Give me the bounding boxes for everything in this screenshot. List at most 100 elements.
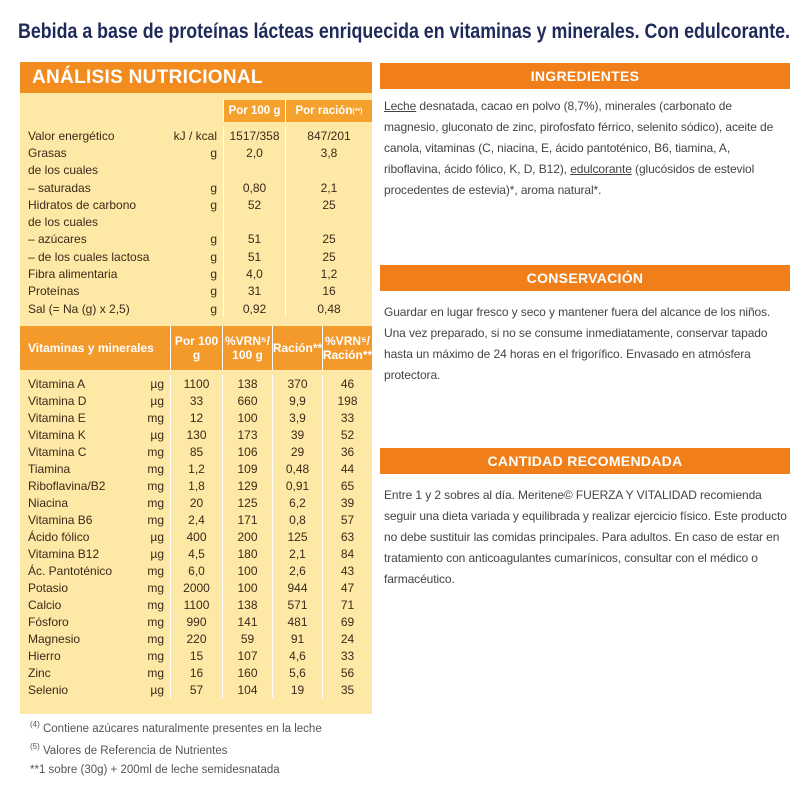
nutrition-row: de los cuales <box>20 161 372 179</box>
vitamin-value: 100 <box>222 409 272 426</box>
vitamin-unit: mg <box>147 461 164 476</box>
nutrient-value: 2,0 <box>223 144 285 162</box>
vitamin-unit: mg <box>147 495 164 510</box>
footnote-text: Contiene azúcares naturalmente presentes… <box>42 722 322 735</box>
vitamin-value: 24 <box>322 630 372 647</box>
vitamin-value: 39 <box>322 494 372 511</box>
vitamin-value: 3,9 <box>272 409 322 426</box>
vitamin-value: 106 <box>222 443 272 460</box>
vitamin-label: Vitamina K <box>28 427 86 442</box>
vitamin-value: 100 <box>222 562 272 579</box>
nutrient-value: 2,1 <box>285 178 372 197</box>
text-part: desnatada, cacao en polvo (8,7%), minera… <box>384 99 774 176</box>
text-part: (glucósidos de esteviol procedentes de e… <box>384 162 755 197</box>
nutrition-row: Grasas g 2,0 3,8 <box>20 144 372 162</box>
vitamin-row: Magnesio mg 220 59 91 24 <box>20 630 372 647</box>
vitamin-value: 44 <box>322 460 372 477</box>
vitamin-unit: µg <box>150 682 164 697</box>
cell-blank <box>285 213 372 231</box>
nutrition-row: Proteínas g 31 16 <box>20 282 372 300</box>
vitamin-value: 84 <box>322 545 372 562</box>
nutrient-label: de los cuales <box>28 215 99 230</box>
vitamin-value: 0,91 <box>272 477 322 494</box>
vitamin-unit: µg <box>150 376 164 391</box>
nutrient-label: Grasas <box>28 145 67 160</box>
text-part: edulcorante <box>570 162 632 176</box>
vitamin-row: Fósforo mg 990 141 481 69 <box>20 613 372 630</box>
vitamin-value: 220 <box>170 630 222 647</box>
vitamin-row: Niacina mg 20 125 6,2 39 <box>20 494 372 511</box>
vitamin-value: 571 <box>272 596 322 613</box>
vitamin-unit: mg <box>147 631 164 646</box>
nutrient-unit: kJ / kcal <box>173 128 217 143</box>
vitamin-row: Vitamina E mg 12 100 3,9 33 <box>20 409 372 426</box>
vitamin-value: 12 <box>170 409 222 426</box>
conservation-text: Guardar en lugar fresco y seco y mantene… <box>384 305 771 382</box>
footnote: (4) Contiene azúcares naturalmente prese… <box>30 720 322 735</box>
vitamin-value: 100 <box>222 579 272 596</box>
vitamin-unit: mg <box>147 563 164 578</box>
vitamin-value: 35 <box>322 681 372 698</box>
vitamin-value: 1,8 <box>170 477 222 494</box>
vitamin-value: 104 <box>222 681 272 698</box>
nutrition-row: Valor energético kJ / kcal 1517/358 847/201 <box>20 127 372 145</box>
vitamin-row: Vitamina B6 mg 2,4 171 0,8 57 <box>20 511 372 528</box>
nutrition-row: Hidratos de carbono g 52 25 <box>20 196 372 214</box>
vitamin-value: 47 <box>322 579 372 596</box>
nutrient-label: – azúcares <box>28 232 87 247</box>
nutrient-value: 1517/358 <box>223 127 285 145</box>
vitamin-value: 19 <box>272 681 322 698</box>
vitamin-label: Vitamina B12 <box>28 546 100 561</box>
vitamin-label: Hierro <box>28 648 61 663</box>
vitamin-value: 85 <box>170 443 222 460</box>
nutrition-header: Por 100 g Por ración (**) <box>20 100 372 122</box>
vitamin-value: 180 <box>222 545 272 562</box>
vitamin-value: 56 <box>322 664 372 681</box>
nutrient-label: – de los cuales lactosa <box>28 249 150 264</box>
nutrient-unit: g <box>210 232 217 247</box>
vitamin-row: Vitamina B12 µg 4,5 180 2,1 84 <box>20 545 372 562</box>
vitamin-value: 0,8 <box>272 511 322 528</box>
vitamin-value: 198 <box>322 392 372 409</box>
vitamin-label: Ácido fólico <box>28 529 90 544</box>
vitamin-value: 2,1 <box>272 545 322 562</box>
vitamin-value: 990 <box>170 613 222 630</box>
nutrition-title: ANÁLISIS NUTRICIONAL <box>20 62 372 93</box>
vitamin-value: 129 <box>222 477 272 494</box>
vitamin-value: 141 <box>222 613 272 630</box>
col-header: Ración** <box>272 326 322 370</box>
vitamin-value: 16 <box>170 664 222 681</box>
vitamin-unit: µg <box>150 393 164 408</box>
vitamin-value: 1,2 <box>170 460 222 477</box>
nutrient-label: – saturadas <box>28 180 91 195</box>
vitamin-value: 65 <box>322 477 372 494</box>
vitamin-unit: mg <box>147 478 164 493</box>
footnote: **1 sobre (30g) + 200ml de leche semides… <box>30 764 280 776</box>
nutrient-value: 0,48 <box>285 299 372 318</box>
vitamin-value: 4,5 <box>170 545 222 562</box>
vitamin-value: 91 <box>272 630 322 647</box>
nutrient-unit: g <box>210 249 217 264</box>
vitamin-label: Tiamina <box>28 461 71 476</box>
nutrient-unit: g <box>210 267 217 282</box>
col-header: %VRN⁵/ Ración** <box>322 326 372 370</box>
vitamin-value: 944 <box>272 579 322 596</box>
section-header: CANTIDAD RECOMENDADA <box>380 448 790 474</box>
vitamin-row: Ácido fólico µg 400 200 125 63 <box>20 528 372 545</box>
vitamin-unit: mg <box>147 614 164 629</box>
nutrient-unit: g <box>210 145 217 160</box>
nutrient-value: 25 <box>285 248 372 266</box>
vitamin-value: 52 <box>322 426 372 443</box>
section-header: CONSERVACIÓN <box>380 265 790 291</box>
vitamin-label: Niacina <box>28 495 69 510</box>
vitamin-row: Selenio µg 57 104 19 35 <box>20 681 372 698</box>
vitamin-label: Ác. Pantoténico <box>28 563 113 578</box>
vitamin-value: 1100 <box>170 375 222 392</box>
vitamin-value: 138 <box>222 596 272 613</box>
vitamin-label: Magnesio <box>28 631 81 646</box>
vitamin-label: Zinc <box>28 665 51 680</box>
nutrient-value: 52 <box>223 196 285 214</box>
nutrient-value: 4,0 <box>223 265 285 283</box>
vitamin-value: 481 <box>272 613 322 630</box>
